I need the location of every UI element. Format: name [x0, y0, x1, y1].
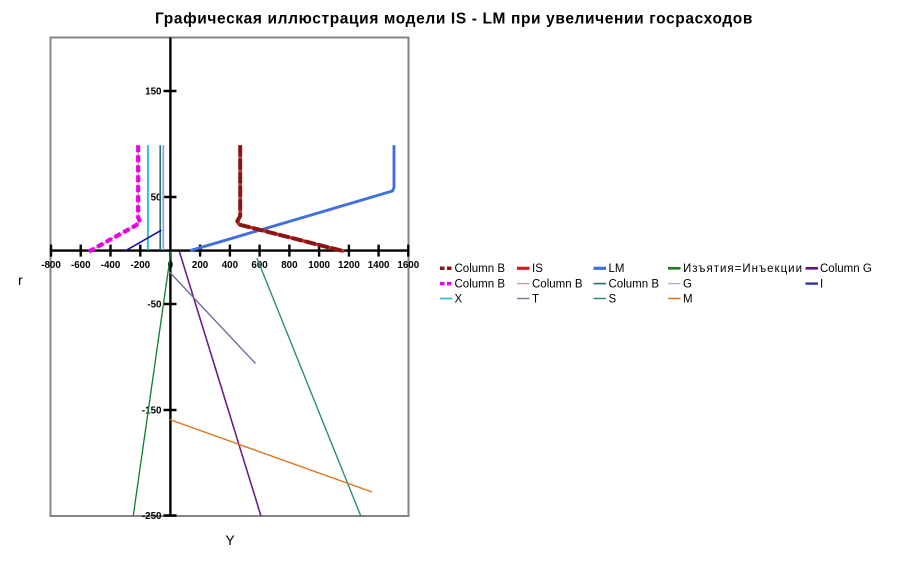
svg-text:1200: 1200: [338, 260, 360, 271]
svg-text:150: 150: [145, 86, 162, 97]
svg-text:M: M: [683, 293, 693, 305]
svg-text:400: 400: [222, 260, 239, 271]
svg-text:IS: IS: [532, 263, 543, 275]
svg-text:T: T: [532, 293, 539, 305]
svg-text:-400: -400: [101, 260, 121, 271]
svg-text:-150: -150: [142, 405, 162, 416]
svg-text:Y: Y: [225, 532, 235, 548]
svg-text:Column B: Column B: [455, 263, 506, 275]
svg-text:Column B: Column B: [532, 279, 583, 291]
svg-text:-50: -50: [147, 299, 162, 310]
svg-text:50: 50: [151, 192, 162, 203]
svg-text:Графическая иллюстрация модели: Графическая иллюстрация модели IS - LM п…: [155, 11, 753, 28]
svg-text:1400: 1400: [368, 260, 390, 271]
svg-text:r: r: [18, 272, 23, 288]
svg-text:Column G: Column G: [820, 263, 872, 275]
svg-text:-600: -600: [71, 260, 91, 271]
svg-text:Изъятия=Инъекции: Изъятия=Инъекции: [683, 263, 803, 275]
svg-text:LM: LM: [609, 263, 625, 275]
svg-text:800: 800: [281, 260, 298, 271]
svg-text:-800: -800: [41, 260, 61, 271]
svg-text:200: 200: [192, 260, 209, 271]
svg-text:Column B: Column B: [609, 279, 660, 291]
svg-text:S: S: [609, 293, 617, 305]
svg-text:G: G: [683, 279, 692, 291]
svg-text:I: I: [820, 279, 823, 291]
svg-text:-200: -200: [130, 260, 150, 271]
svg-text:1000: 1000: [308, 260, 330, 271]
svg-text:-250: -250: [142, 511, 162, 522]
svg-text:X: X: [455, 293, 463, 305]
svg-text:1600: 1600: [397, 260, 419, 271]
svg-text:0: 0: [168, 260, 174, 271]
svg-text:Column B: Column B: [455, 279, 506, 291]
